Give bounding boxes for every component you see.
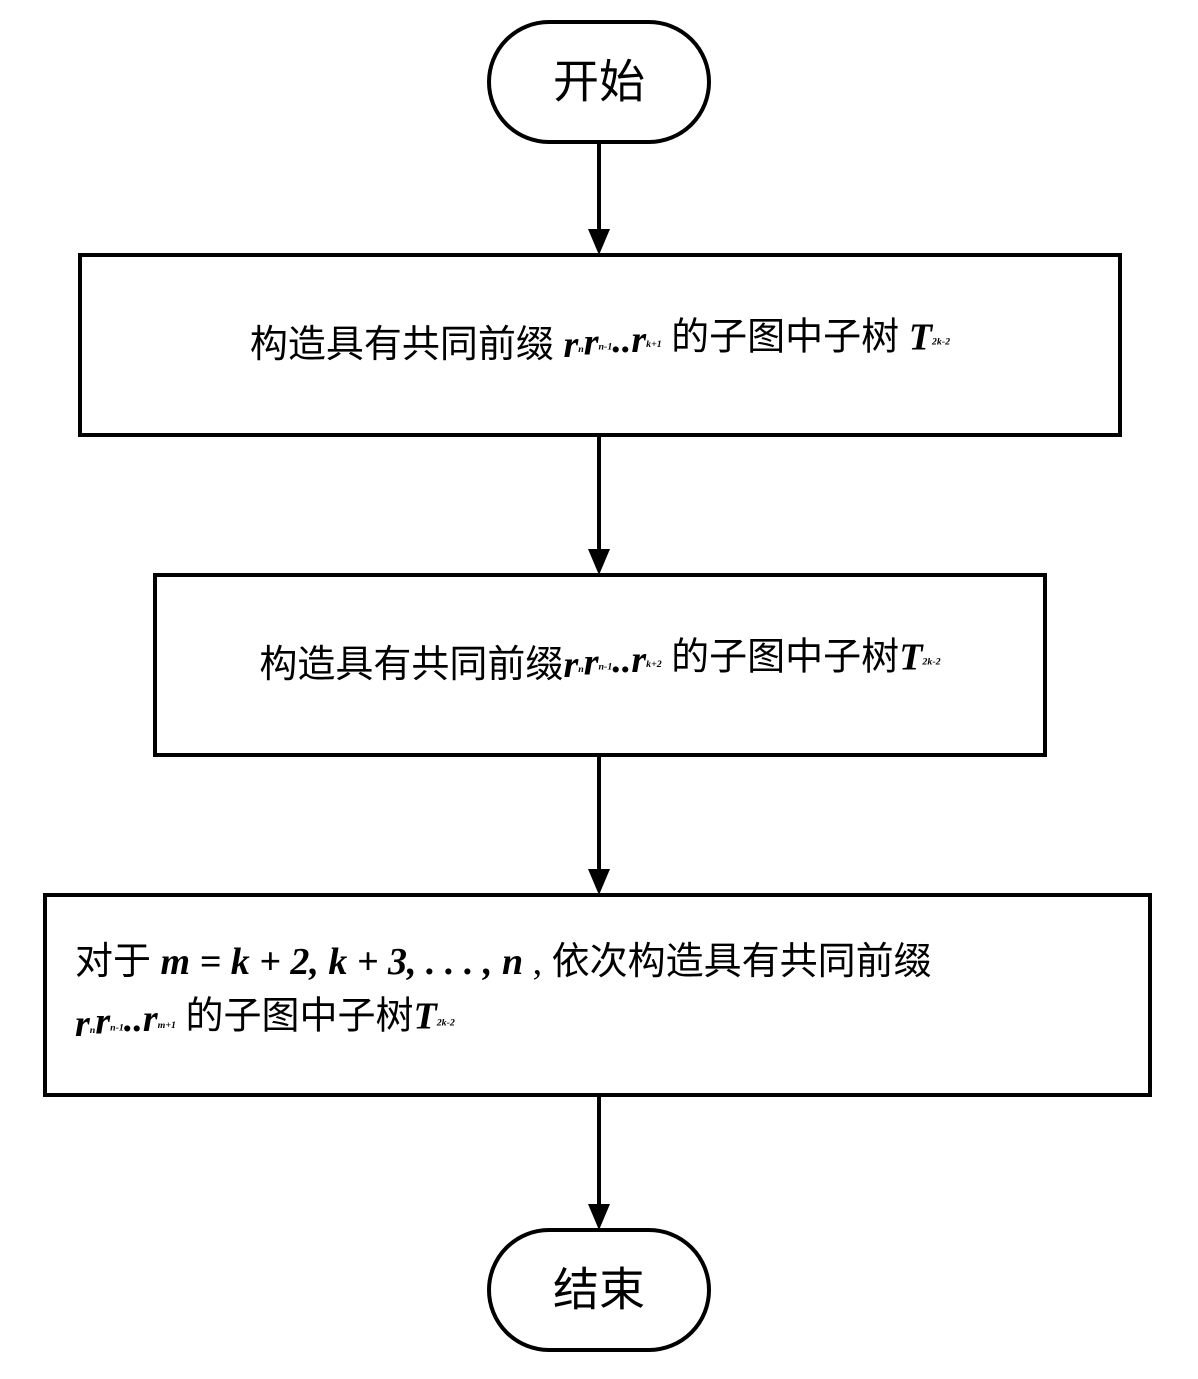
arrow-head-0 <box>588 229 610 255</box>
arrow-head-2 <box>588 869 610 895</box>
flowchart-svg: 开始结束 构造具有共同前缀 rn​rn-1​..rk+1​ 的子图中子树 T2k-… <box>0 0 1198 1379</box>
process-text-b2: 构造具有共同前缀rn​rn-1​..rk+2​ 的子图中子树T2k-2​ <box>259 636 940 686</box>
process-text-b3-l0: 对于 m = k + 2, k + 3, . . . , n , 依次构造具有共… <box>75 941 932 983</box>
start-label: 开始 <box>553 57 645 108</box>
end-label: 结束 <box>553 1265 645 1316</box>
arrow-head-1 <box>588 549 610 575</box>
arrow-head-3 <box>588 1204 610 1230</box>
process-text-b1: 构造具有共同前缀 rn​rn-1​..rk+1​ 的子图中子树 T2k-2​ <box>250 316 950 366</box>
process-text-b3-l1: rn​rn-1​..rm+1​ 的子图中子树T2k-2​ <box>75 995 455 1045</box>
